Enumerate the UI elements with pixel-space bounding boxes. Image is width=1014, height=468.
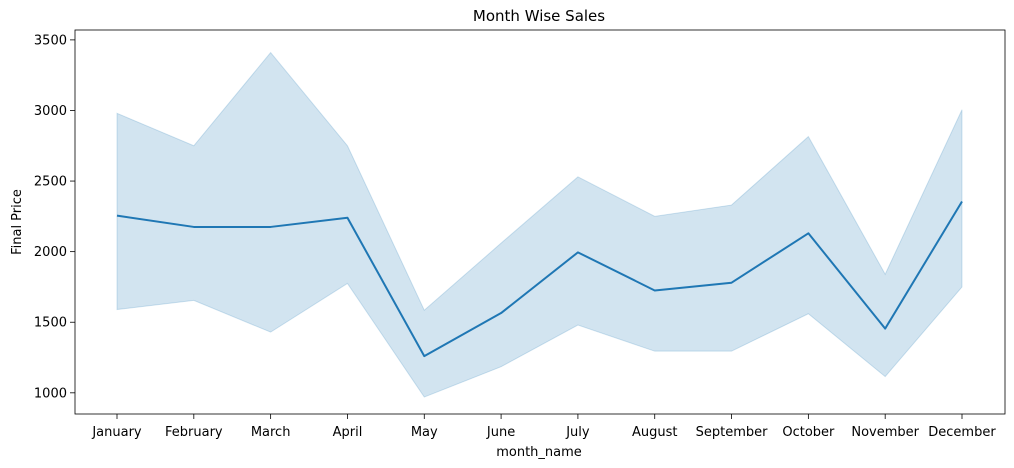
x-tick-label: December [928,425,996,440]
chart-title: Month Wise Sales [473,7,605,25]
confidence-band-layer [116,51,963,398]
x-tick-label: March [251,425,291,440]
x-tick-label: November [851,425,919,440]
y-axis-label: Final Price [10,189,25,255]
x-tick-label: August [632,425,678,440]
y-tick-label: 3500 [34,33,67,48]
x-tick-label: April [333,425,363,440]
y-axis: 1000 1500 2000 2500 3000 3500 [34,33,75,401]
y-tick-label: 3000 [34,104,67,119]
x-tick-label: February [165,425,223,440]
x-tick-label: January [91,425,142,440]
x-axis: January February March April May June July Augu… [91,414,996,440]
x-tick-label: July [565,425,590,440]
series-line [116,201,963,358]
x-tick-label: May [411,425,438,440]
series-line-layer [116,201,963,358]
y-tick-label: 1500 [34,316,67,331]
x-tick-label: June [486,425,515,440]
y-tick-label: 2000 [34,245,67,260]
y-tick-label: 1000 [34,386,67,401]
plot-frame [74,29,1006,415]
confidence-band [116,51,963,398]
x-axis-label: month_name [496,445,582,460]
x-tick-label: October [782,425,835,440]
y-tick-label: 2500 [34,175,67,190]
x-tick-label: September [696,425,769,440]
